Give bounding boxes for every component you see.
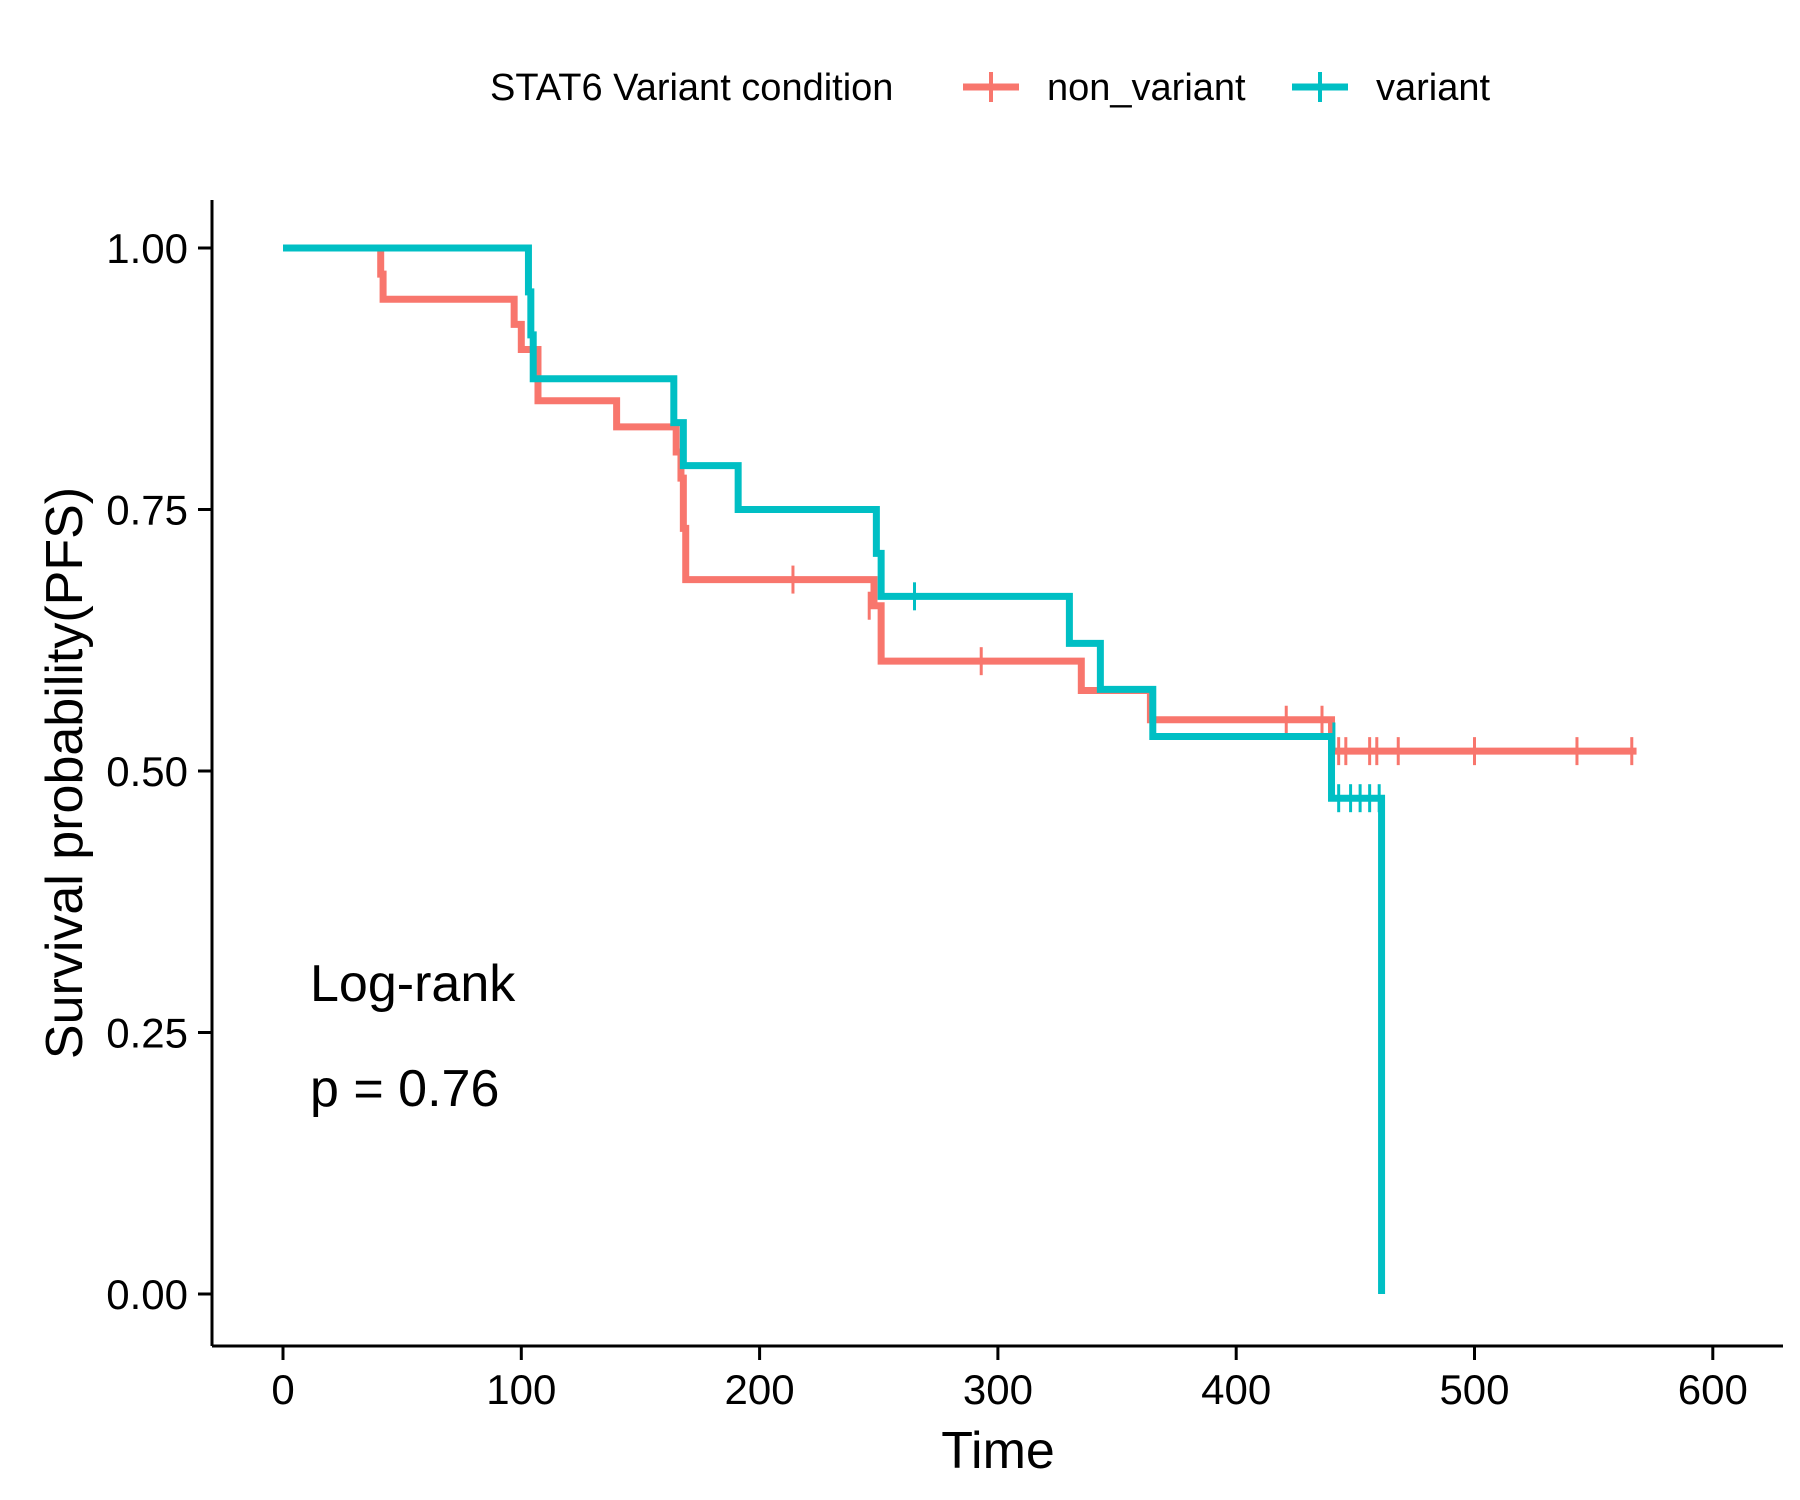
- legend-label: non_variant: [1047, 67, 1246, 109]
- y-tick-label: 0.50: [106, 748, 188, 795]
- x-tick-label: 300: [963, 1366, 1033, 1413]
- legend: STAT6 Variant condition non_variant varia…: [490, 67, 1490, 109]
- test-name-annotation: Log-rank: [310, 955, 516, 1013]
- legend-item-non-variant: non_variant: [963, 67, 1246, 109]
- x-tick-label: 0: [271, 1366, 294, 1413]
- x-tick-label: 400: [1201, 1366, 1271, 1413]
- legend-item-variant: variant: [1292, 67, 1490, 109]
- axes: 0.00 0.25 0.50 0.75 1.00 0 100 200 300 400 500 600…: [36, 200, 1783, 1480]
- series-variant: [283, 244, 1386, 1294]
- legend-label: variant: [1376, 67, 1490, 109]
- y-tick-label: 0.25: [106, 1010, 188, 1057]
- series-non-variant: [283, 244, 1637, 766]
- x-tick-label: 200: [725, 1366, 795, 1413]
- x-tick-label: 500: [1439, 1366, 1509, 1413]
- y-tick-label: 0.00: [106, 1271, 188, 1318]
- y-tick-label: 0.75: [106, 487, 188, 534]
- x-axis-title: Time: [941, 1422, 1055, 1480]
- legend-title: STAT6 Variant condition: [490, 67, 893, 109]
- curve-non-variant: [283, 244, 1637, 755]
- p-value-annotation: p = 0.76: [310, 1060, 499, 1118]
- y-axis-title: Survival probability(PFS): [36, 487, 94, 1059]
- x-tick-label: 600: [1678, 1366, 1748, 1413]
- survival-curves: [283, 244, 1637, 1294]
- x-tick-label: 100: [486, 1366, 556, 1413]
- y-tick-label: 1.00: [106, 225, 188, 272]
- curve-variant: [283, 244, 1386, 1294]
